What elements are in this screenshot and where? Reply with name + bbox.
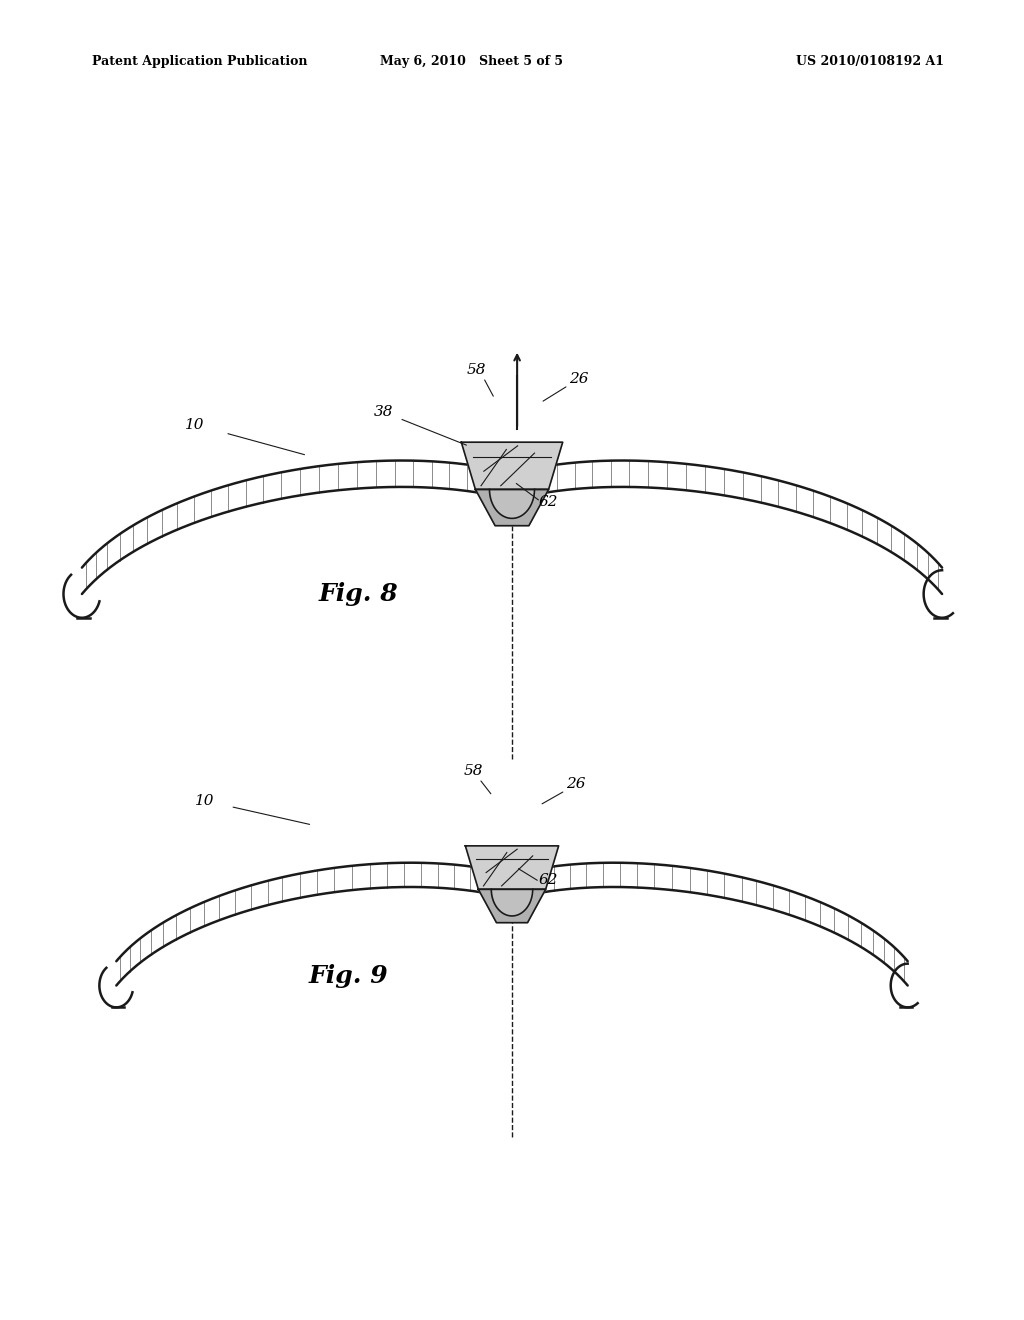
Polygon shape bbox=[461, 442, 563, 490]
Polygon shape bbox=[465, 846, 559, 890]
Text: 58: 58 bbox=[463, 764, 483, 777]
Polygon shape bbox=[475, 490, 549, 525]
Text: US 2010/0108192 A1: US 2010/0108192 A1 bbox=[797, 55, 944, 69]
Text: 10: 10 bbox=[184, 418, 205, 432]
Polygon shape bbox=[478, 890, 546, 923]
Text: 10: 10 bbox=[195, 795, 215, 808]
Text: 62: 62 bbox=[538, 874, 558, 887]
Text: Fig. 9: Fig. 9 bbox=[308, 965, 388, 989]
Text: 58: 58 bbox=[466, 363, 486, 376]
Text: 38: 38 bbox=[374, 405, 394, 418]
Text: 26: 26 bbox=[568, 372, 589, 385]
Text: 62: 62 bbox=[538, 495, 558, 508]
Text: 26: 26 bbox=[565, 777, 586, 791]
Text: Fig. 8: Fig. 8 bbox=[318, 582, 398, 606]
Text: Patent Application Publication: Patent Application Publication bbox=[92, 55, 307, 69]
Text: May 6, 2010   Sheet 5 of 5: May 6, 2010 Sheet 5 of 5 bbox=[380, 55, 562, 69]
